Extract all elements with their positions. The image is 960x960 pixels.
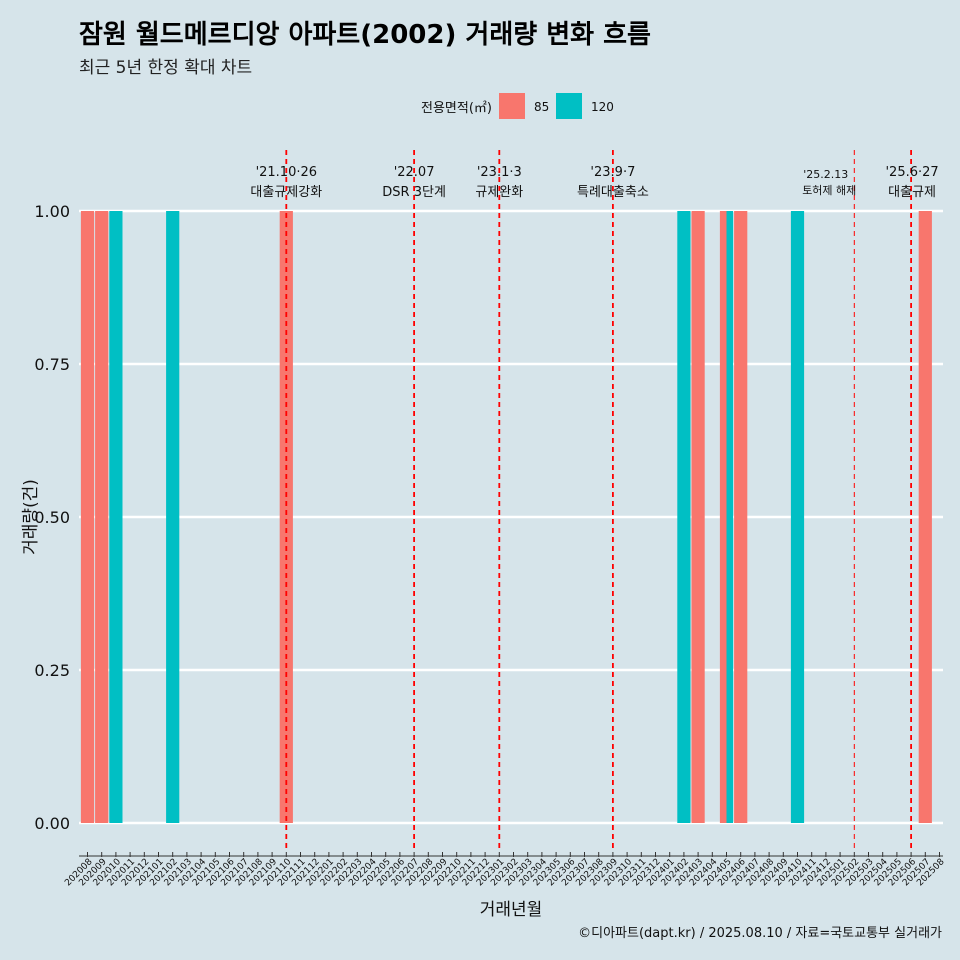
- chart-subtitle: 최근 5년 한정 확대 차트: [79, 58, 253, 78]
- event-date: '23.9·7: [590, 165, 635, 180]
- event-date: '25.2.13: [803, 168, 848, 181]
- y-tick-label: 0.25: [34, 661, 70, 680]
- legend-swatch-120: [556, 93, 582, 119]
- bar-85-202406: [734, 211, 748, 823]
- y-tick-label: 0.50: [34, 508, 70, 527]
- bar-120-202410: [790, 211, 805, 823]
- legend-swatch-85: [499, 93, 525, 119]
- event-date: '21.10·26: [256, 165, 317, 180]
- source-caption: ©디아파트(dapt.kr) / 2025.08.10 / 자료=국토교통부 실…: [578, 926, 942, 941]
- bar-120-202402: [677, 211, 691, 823]
- bar-85-202507: [918, 211, 932, 823]
- x-axis-title: 거래년월: [480, 900, 543, 920]
- bar-85-202110: [279, 211, 293, 823]
- bar-120-202405: [726, 211, 734, 823]
- event-date: '22.07: [394, 165, 435, 180]
- chart-title: 잠원 월드메르디앙 아파트(2002) 거래량 변화 흐름: [79, 20, 651, 50]
- y-axis-title: 거래량(건): [21, 479, 41, 555]
- bar-120-202102: [166, 211, 180, 823]
- legend-label: 120: [591, 100, 614, 114]
- legend-label: 85: [534, 100, 549, 114]
- event-date: '23.1·3: [477, 165, 522, 180]
- bar-85-202009: [95, 211, 109, 823]
- event-label: 규제완화: [475, 185, 523, 200]
- event-label: DSR 3단계: [382, 185, 446, 200]
- event-label: 대출규제강화: [250, 185, 322, 200]
- legend-title: 전용면적(㎡): [421, 101, 492, 116]
- bar-85-202405: [719, 211, 727, 823]
- event-label: 토허제 해제: [802, 183, 856, 197]
- event-date: '25.6·27: [885, 165, 938, 180]
- event-label: 대출규제: [888, 185, 936, 200]
- y-tick-label: 1.00: [34, 202, 70, 221]
- y-tick-label: 0.00: [34, 814, 70, 833]
- bar-85-202403: [691, 211, 705, 823]
- bar-120-202010: [109, 211, 123, 823]
- y-tick-label: 0.75: [34, 355, 70, 374]
- bar-85-202008: [80, 211, 95, 823]
- event-label: 특례대출축소: [577, 185, 649, 200]
